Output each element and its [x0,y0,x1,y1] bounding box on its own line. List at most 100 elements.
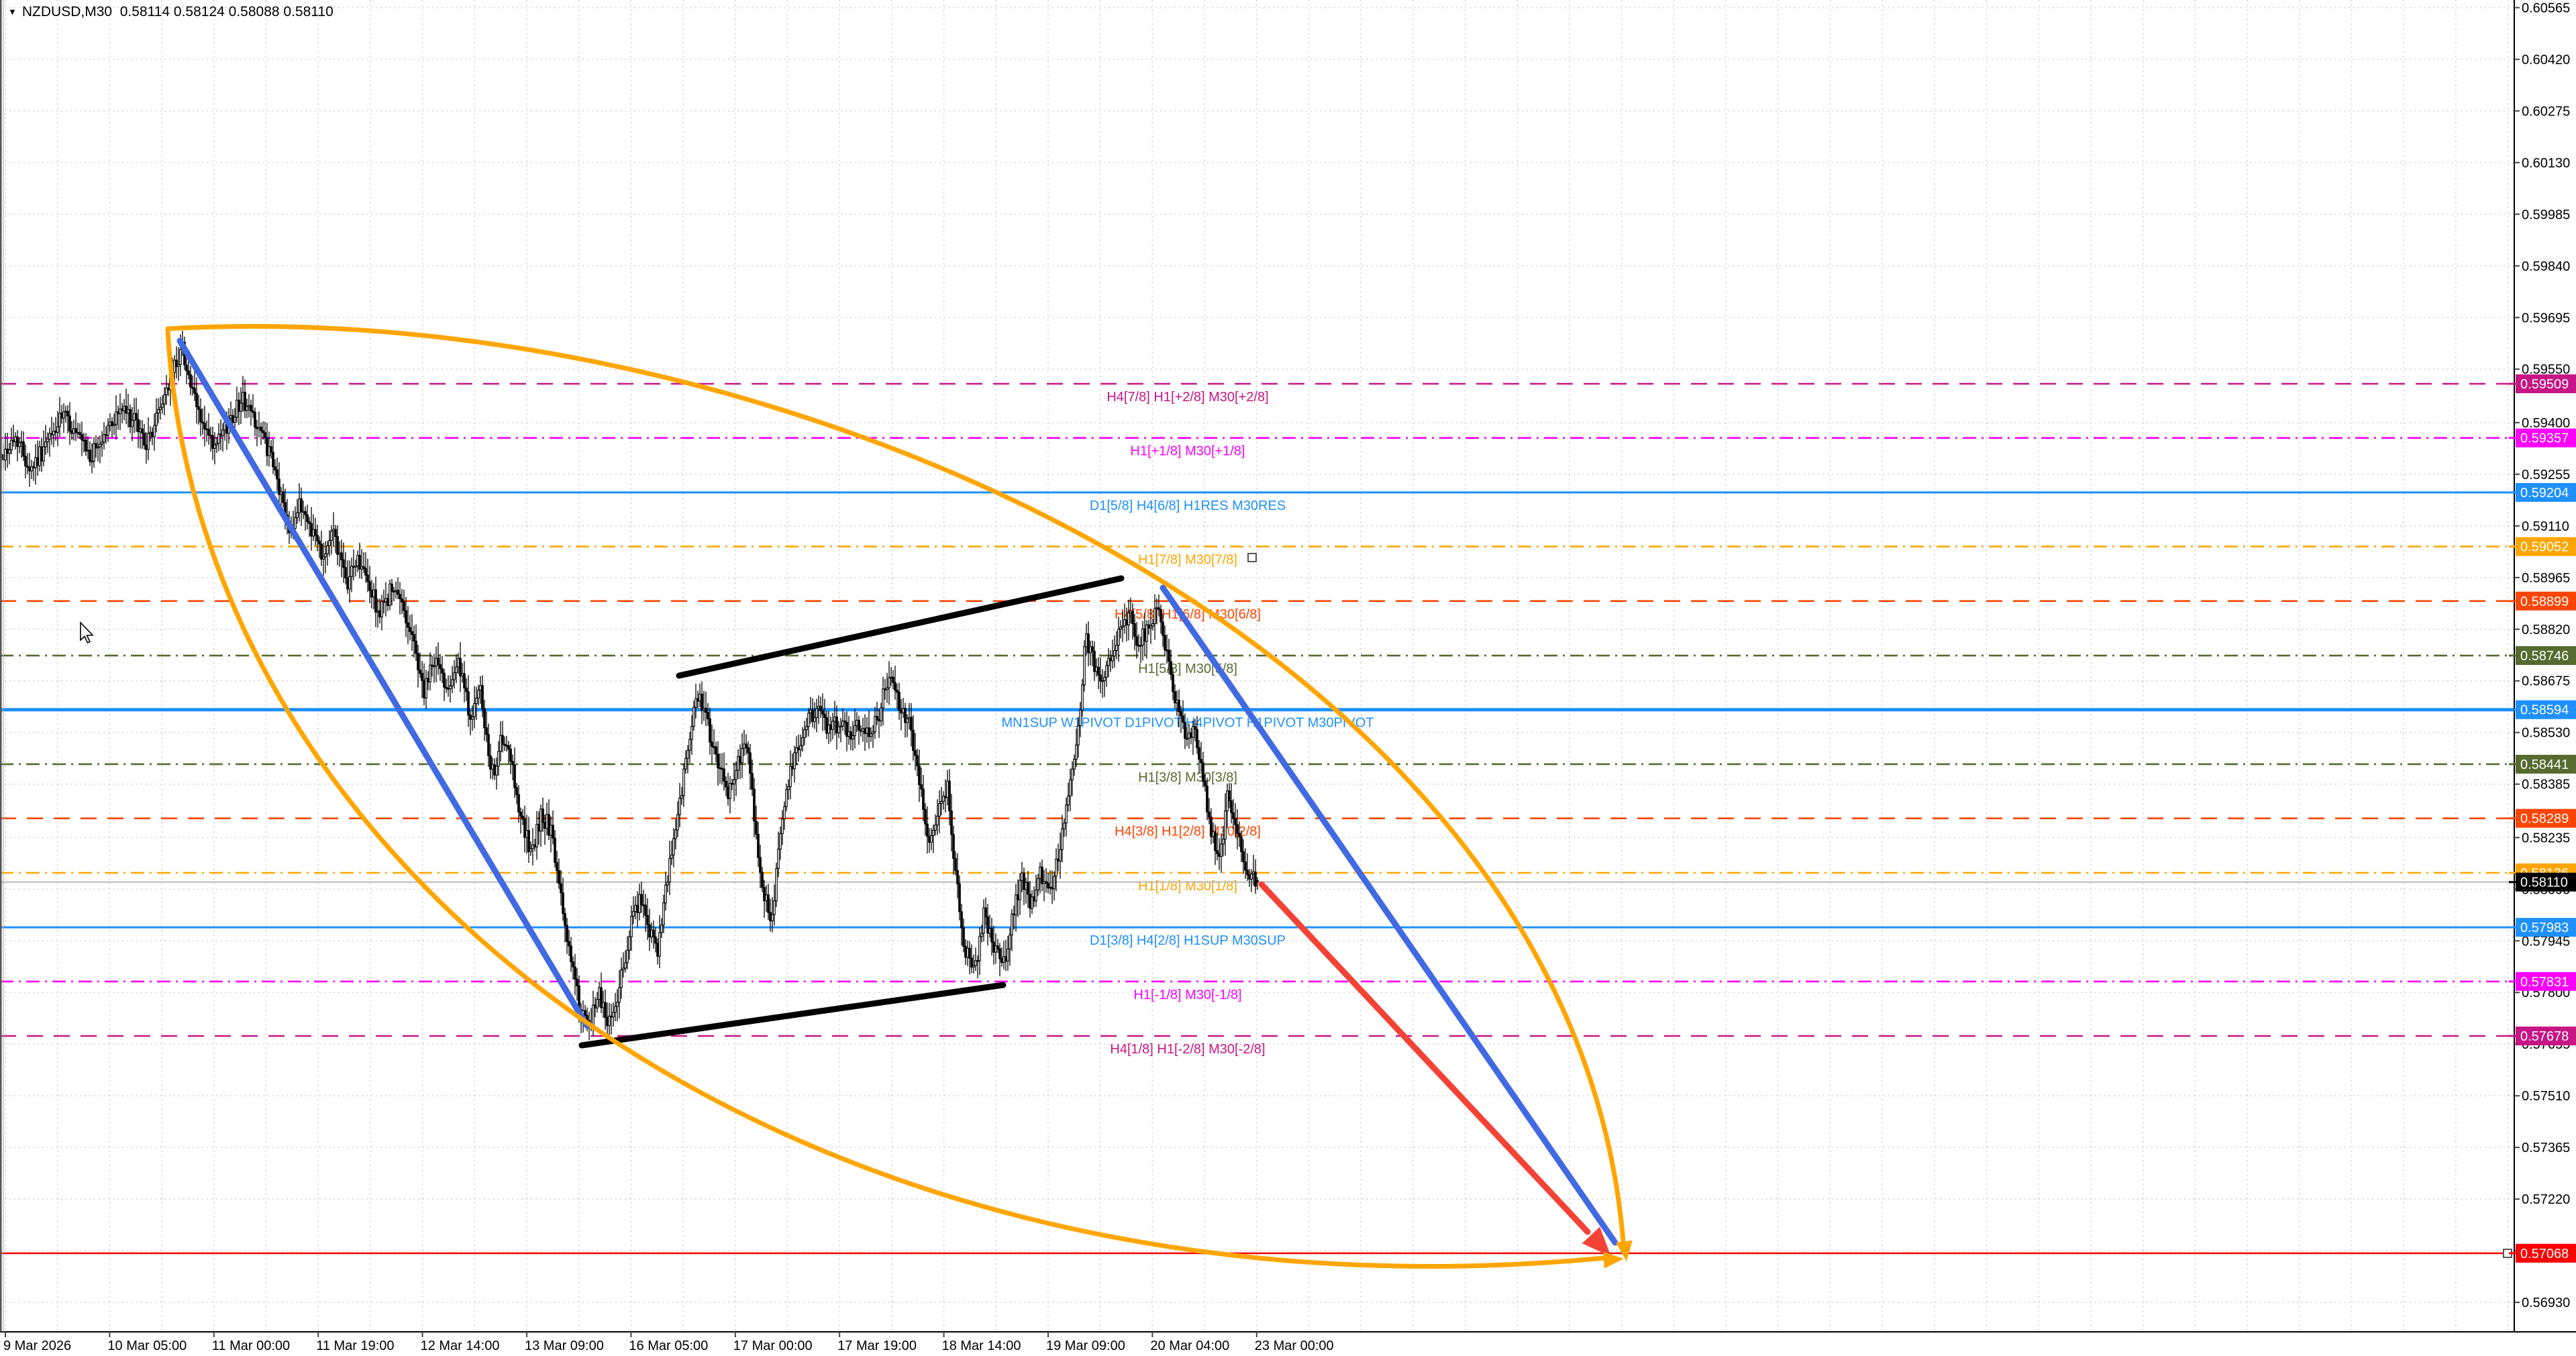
orange-lens-upper-head[interactable] [1615,1240,1633,1261]
candle-bear [564,912,566,926]
candle-bull [133,413,136,421]
candle-bear [1210,817,1213,837]
candle-bull [888,677,890,688]
candle-bear [489,755,492,770]
black-channel-bottom[interactable] [578,982,1007,1049]
candle-bear [1186,737,1188,740]
time-tick-label: 16 Mar 05:00 [629,1339,708,1353]
candle-bull [678,798,681,815]
candle-bear [334,529,337,537]
candle-bull [64,411,67,413]
candle-bear [819,706,822,711]
time-tick-label: 10 Mar 05:00 [107,1339,187,1353]
candle-bull [1129,611,1132,614]
candle-bear [511,761,514,766]
candle-bear [606,1016,609,1027]
candle-bull [223,421,226,431]
candle-bull [841,720,844,727]
blue-downtrend-1[interactable] [176,337,590,1029]
candle-bull [994,945,997,953]
candle-bull [165,387,168,395]
candle-bull [229,415,232,419]
candle-bear [1041,866,1043,884]
candle-bull [946,780,949,798]
time-tick-label: 12 Mar 14:00 [421,1339,500,1353]
candle-bear [1196,729,1198,748]
level-label: H4[7/8] H1[+2/8] M30[+2/8] [1106,390,1268,405]
candle-bull [634,904,637,912]
candle-bull [614,1006,617,1013]
candle-bear [753,788,756,822]
candle-bull [34,457,37,468]
level-label: H4[1/8] H1[-2/8] M30[-2/8] [1110,1042,1265,1057]
candle-bear [201,421,204,424]
candle-bear [266,437,268,456]
candle-bear [523,819,526,838]
orange-lens-upper[interactable] [165,324,1626,1244]
candle-bear [566,925,568,942]
foreground [80,621,94,644]
blue-downtrend-2[interactable] [1160,584,1618,1246]
candle-bull [668,857,671,883]
candle-bear [950,811,953,835]
black-channel-top[interactable] [676,575,1125,679]
level-price-badge-text: 0.58746 [2520,649,2569,664]
level-price-badge-text: 0.58594 [2520,703,2569,718]
candle-bear [1097,666,1100,676]
candle-bull [93,443,95,462]
candle-bear [962,927,965,947]
candle-bull [1155,607,1158,609]
orange-lens-lower-head[interactable] [1603,1251,1624,1269]
candle-bull [773,900,776,915]
candle-bear [1162,621,1164,636]
candle-bull [1089,646,1092,654]
candle-bear [821,710,824,715]
candle-bear [1204,781,1206,786]
candle-bull [906,718,909,723]
candle-bull [429,664,431,683]
candle-bull [62,411,65,419]
candle-bull [258,427,260,429]
candle-bear [896,690,898,693]
time-tick-label: 18 Mar 14:00 [942,1339,1021,1353]
candle-bull [1073,759,1076,770]
price-tick-label: 0.59400 [2522,416,2570,431]
candle-bull [1252,871,1255,874]
candle-bull [531,844,534,849]
candle-bear [894,682,896,691]
candle-bear [656,943,659,957]
time-tick-label: 9 Mar 2026 [3,1339,71,1353]
symbol-dropdown-icon[interactable]: ▼ [8,7,17,17]
candle-bull [866,727,868,734]
candle-bear [1254,871,1257,887]
level-price-badge [2516,428,2576,448]
candle-bull [966,947,969,958]
candle-bull [330,530,333,541]
candle-bull [771,914,774,922]
candle-bear [761,872,764,888]
candle-bear [636,904,639,913]
candle-bull [354,565,357,568]
arc-anchor-square[interactable] [1247,553,1257,562]
candle-bull [1039,866,1041,879]
candle-bull [131,419,134,427]
chart-title: ▼ NZDUSD,M30 0.58114 0.58124 0.58088 0.58… [8,4,333,20]
candle-bull [246,406,248,411]
level-price-badge-text: 0.57831 [2520,975,2569,990]
candle-bull [765,894,768,902]
candle-bear [441,668,444,674]
candle-bull [1081,684,1084,711]
orange-lens-lower[interactable] [165,327,1606,1269]
candle-bear [1087,633,1090,654]
candle-bear [189,374,192,388]
candle-bear [996,945,999,949]
candle-bull [477,690,480,698]
candle-bull [1101,680,1104,682]
candle-bull [785,789,788,807]
candle-bear [544,822,546,829]
red-projection-arrow-head[interactable] [1582,1227,1611,1257]
red-projection-arrow[interactable] [1258,881,1591,1235]
candle-bear [763,886,766,902]
candle-bull [1025,882,1027,890]
